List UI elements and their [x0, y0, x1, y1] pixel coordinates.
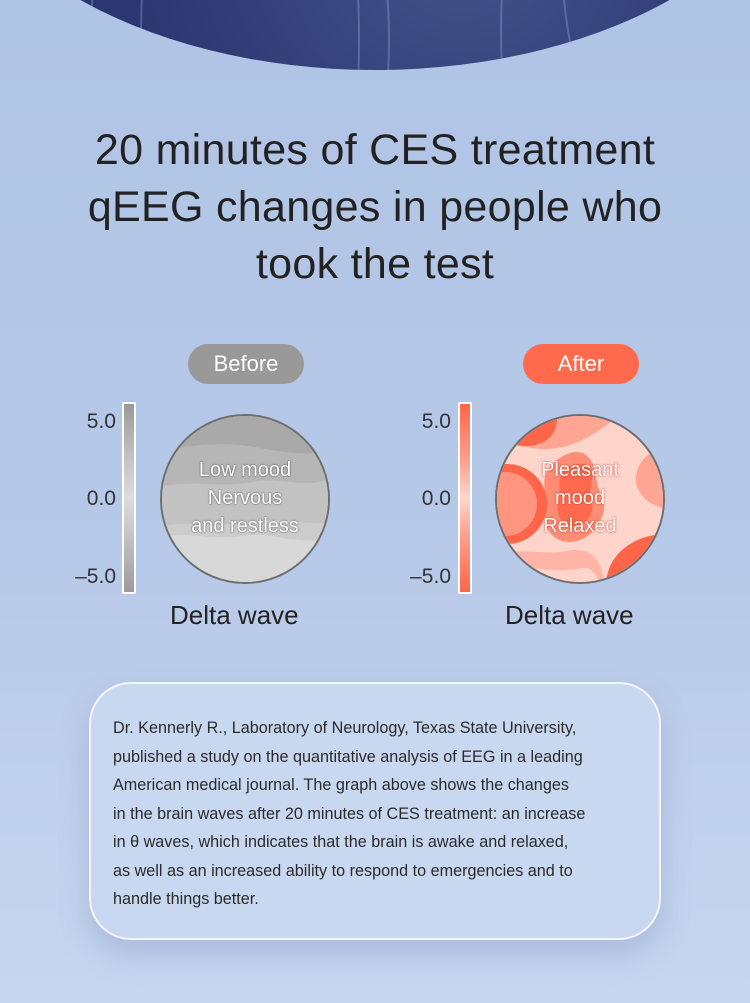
red-topography-icon — [497, 416, 663, 582]
description-line: Dr. Kennerly R., Laboratory of Neurology… — [113, 719, 577, 737]
after-wave-label: Delta wave — [505, 600, 634, 630]
study-description-card: Dr. Kennerly R., Laboratory of Neurology… — [89, 682, 661, 940]
after-color-scale — [458, 402, 472, 594]
scale-tick-max: 5.0 — [86, 410, 116, 433]
scale-tick-zero: 0.0 — [86, 487, 116, 510]
description-line: as well as an increased ability to respo… — [113, 861, 573, 880]
mood-text-line: Nervous — [207, 487, 283, 509]
title-line: took the test — [255, 240, 495, 288]
mood-text-line: Pleasant — [541, 459, 619, 481]
before-mood-label: Low mood Nervous and restless — [162, 456, 328, 540]
decorative-streak — [560, 0, 750, 70]
before-wave-label: Delta wave — [170, 600, 299, 630]
decorative-streak — [140, 0, 360, 70]
mood-text-line: mood — [554, 487, 606, 509]
before-badge: Before — [188, 344, 304, 384]
decorative-streak — [90, 0, 390, 70]
grayscale-topography-icon — [162, 416, 328, 582]
mood-text-line: Low mood — [198, 459, 292, 481]
before-brain-map: Low mood Nervous and restless — [160, 414, 330, 584]
before-color-scale — [122, 402, 136, 594]
scale-tick-min: –5.0 — [75, 565, 116, 588]
scale-tick-min: –5.0 — [410, 565, 451, 588]
scale-tick-zero: 0.0 — [421, 487, 451, 510]
description-line: published a study on the quantitative an… — [113, 747, 583, 766]
mood-text-line: and restless — [191, 515, 299, 537]
after-badge: After — [523, 344, 639, 384]
hero-banner-image — [0, 0, 750, 70]
description-line: in θ waves, which indicates that the bra… — [113, 833, 569, 851]
description-line: American medical journal. The graph abov… — [113, 776, 569, 794]
scale-tick-max: 5.0 — [421, 410, 451, 433]
title-line: 20 minutes of CES treatment — [94, 126, 656, 174]
description-line: handle things better. — [113, 890, 259, 908]
page-title: 20 minutes of CES treatment qEEG changes… — [0, 122, 750, 293]
decorative-streak — [500, 0, 750, 70]
after-mood-label: Pleasant mood Relaxed — [497, 456, 663, 540]
after-panel: After 5.0 0.0 –5.0 Pleasant mood — [395, 344, 725, 634]
description-line: in the brain waves after 20 minutes of C… — [113, 804, 586, 823]
before-panel: Before 5.0 0.0 –5.0 Low mood Nervous and… — [60, 344, 390, 634]
after-brain-map: Pleasant mood Relaxed — [495, 414, 665, 584]
mood-text-line: Relaxed — [543, 515, 617, 537]
title-line: qEEG changes in people who — [87, 183, 663, 231]
